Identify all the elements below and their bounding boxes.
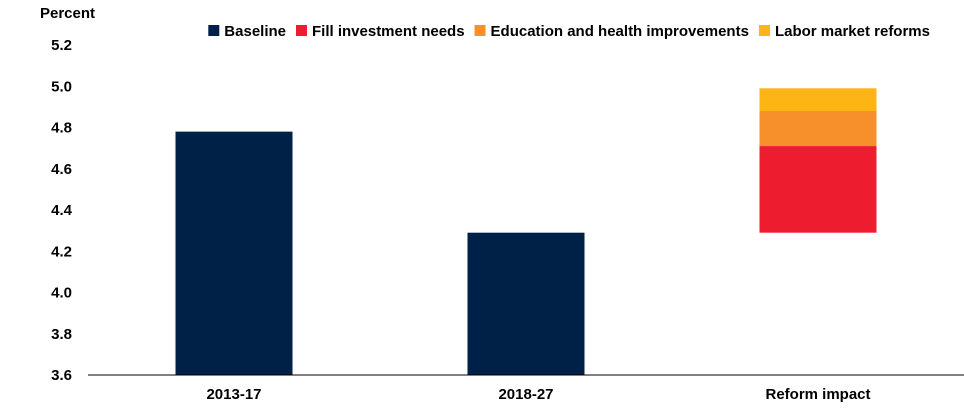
x-tick-label: 2013-17	[206, 386, 261, 403]
y-tick-label: 4.6	[51, 161, 72, 178]
y-tick-label: 3.6	[51, 367, 72, 384]
bar-baseline	[467, 232, 585, 375]
legend: Baseline Fill investment needs Education a…	[208, 23, 930, 40]
y-tick-label: 3.8	[51, 326, 72, 343]
bar-education-and-health-improvements	[759, 111, 877, 147]
legend-swatch	[474, 25, 486, 36]
legend-item: Baseline	[208, 23, 286, 40]
legend-label: Labor market reforms	[775, 23, 930, 40]
y-tick-label: 5.2	[51, 37, 72, 54]
y-axis-ticks: 3.6 3.8 4.0 4.2 4.4 4.6 4.8 5.0 5.2	[51, 37, 73, 384]
legend-swatch	[208, 25, 220, 36]
y-tick-label: 5.0	[51, 78, 72, 95]
legend-item: Fill investment needs	[296, 23, 465, 40]
bar-fill-investment-needs	[759, 146, 877, 233]
x-axis-labels: 2013-17 2018-27 Reform impact	[206, 386, 870, 403]
legend-label: Education and health improvements	[491, 23, 749, 40]
y-tick-label: 4.4	[51, 202, 73, 219]
legend-swatch	[758, 25, 770, 36]
legend-swatch	[296, 25, 307, 36]
y-tick-label: 4.2	[51, 243, 72, 260]
y-axis-label: Percent	[40, 5, 95, 22]
y-tick-label: 4.8	[51, 120, 72, 137]
x-tick-label: 2018-27	[498, 386, 553, 403]
bar-baseline	[175, 131, 293, 375]
x-tick-label: Reform impact	[765, 386, 870, 403]
legend-item: Labor market reforms	[758, 23, 930, 40]
legend-item: Education and health improvements	[474, 23, 749, 40]
y-tick-label: 4.0	[51, 285, 72, 302]
legend-label: Fill investment needs	[312, 23, 465, 40]
bar-labor-market-reforms	[759, 88, 877, 111]
bars	[175, 88, 877, 375]
legend-label: Baseline	[224, 23, 286, 40]
